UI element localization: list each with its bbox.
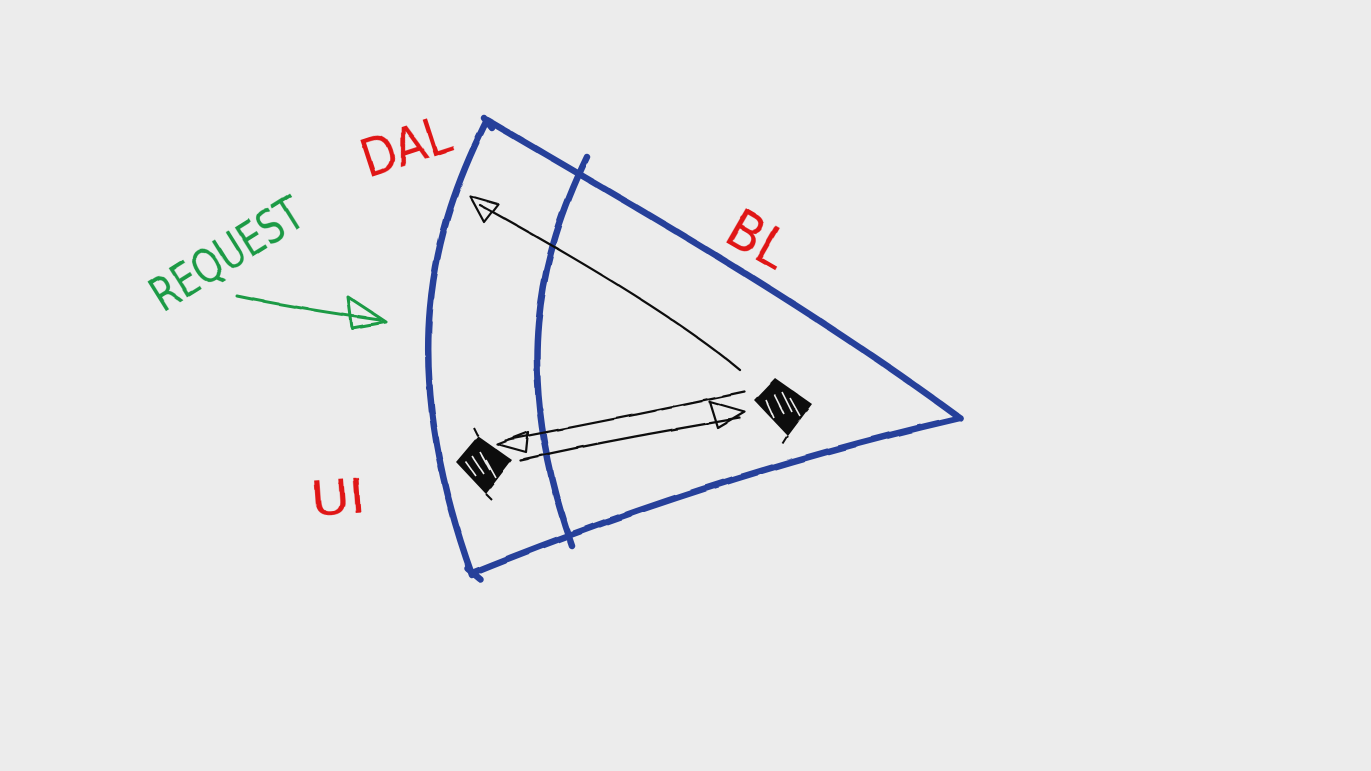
layer-sector-outline [424,114,964,583]
arrowhead-ui [495,430,530,454]
bl-label: BL [715,197,800,282]
bl-component-icon [754,378,812,445]
bottom-edge [468,414,964,577]
ui-component-icon [456,427,512,501]
request-arrow [235,294,388,330]
arrow-bl-to-ui [503,390,747,442]
arrow-bl-to-dal [478,203,742,372]
flow-arrows [468,194,747,462]
request-label: REQUEST [140,185,314,322]
top-edge [483,116,964,422]
ui-label: UI [309,468,367,528]
arrow-ui-to-bl [518,416,742,462]
layer-divider-arc [533,153,591,550]
ui-boundary-arc [424,116,491,579]
dal-label: DAL [353,103,459,190]
arrowhead-dal [468,194,500,224]
arrowhead-bl [708,400,747,430]
